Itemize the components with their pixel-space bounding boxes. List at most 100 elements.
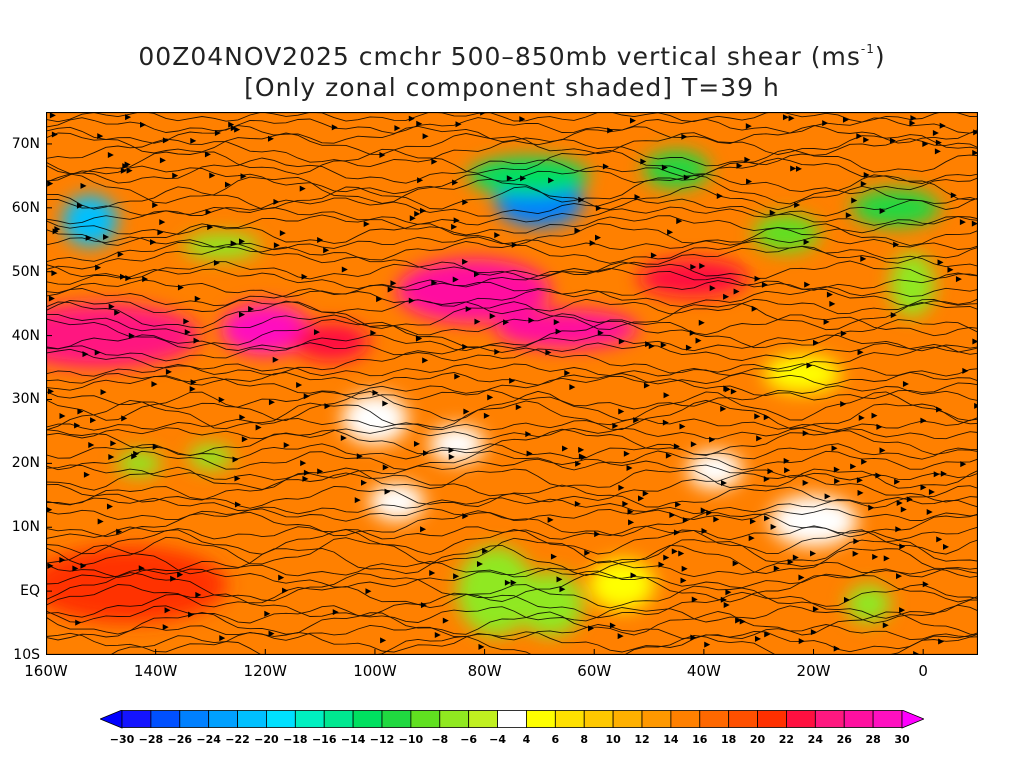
streamline <box>46 279 978 298</box>
flow-arrowhead <box>264 610 271 617</box>
flow-arrowhead <box>822 120 829 127</box>
flow-arrowhead <box>938 638 945 645</box>
flow-arrowhead <box>699 262 706 269</box>
colorbar-label: 4 <box>522 733 531 746</box>
colorbar-label: −28 <box>138 733 164 746</box>
flow-arrowhead <box>633 417 640 424</box>
colorbar-label: −12 <box>369 733 395 746</box>
flow-arrowhead <box>213 259 220 266</box>
flow-arrowhead <box>739 618 746 625</box>
flow-arrowhead <box>46 506 53 513</box>
flow-arrowhead <box>959 219 966 226</box>
flow-arrowhead <box>682 517 689 524</box>
lat-label: 10N <box>11 519 40 536</box>
streamline <box>46 124 978 144</box>
colorbar-label: 22 <box>778 733 795 746</box>
flow-arrowhead <box>667 229 674 236</box>
flow-arrowhead <box>626 464 633 471</box>
flow-arrowhead <box>238 238 245 245</box>
flow-arrowhead <box>413 440 420 447</box>
streamline <box>46 173 978 205</box>
flow-arrowhead <box>720 480 727 487</box>
flow-arrowhead <box>663 554 670 561</box>
flow-arrowhead <box>685 344 692 351</box>
flow-arrowhead <box>883 555 890 562</box>
colorbar-label: −18 <box>283 733 308 746</box>
flow-arrowhead <box>640 158 647 165</box>
flow-arrowhead <box>462 513 469 520</box>
streamline <box>46 300 978 331</box>
flow-arrowhead <box>871 412 878 419</box>
flow-arrowhead <box>193 337 200 344</box>
colorbar-swatch <box>497 710 527 728</box>
flow-arrowhead <box>548 177 555 184</box>
flow-arrowhead <box>852 550 859 557</box>
flow-arrowhead <box>59 557 66 564</box>
flow-arrowhead <box>545 349 552 356</box>
shear-shading-region <box>764 354 841 394</box>
flow-arrowhead <box>278 574 285 581</box>
flow-arrowhead <box>899 607 906 614</box>
flow-arrowhead <box>872 553 879 560</box>
flow-arrowhead <box>748 535 755 542</box>
shear-shading-region <box>846 584 891 624</box>
flow-arrowhead <box>638 495 645 502</box>
colorbar-swatch <box>323 710 354 728</box>
streamline <box>46 484 978 509</box>
shear-shading-region <box>429 425 485 464</box>
flow-arrowhead <box>788 115 795 122</box>
lat-label: 10S <box>13 647 40 663</box>
colorbar-swatch <box>843 710 874 728</box>
streamline <box>46 417 978 431</box>
flow-arrowhead <box>675 501 682 508</box>
flow-arrowhead <box>120 167 127 174</box>
flow-arrowhead <box>296 381 303 388</box>
flow-arrowhead <box>648 343 655 350</box>
streamline <box>46 584 978 609</box>
flow-arrowhead <box>452 179 459 186</box>
flow-arrowhead <box>660 342 667 349</box>
flow-arrowhead <box>299 185 306 192</box>
flow-arrowhead <box>764 631 771 638</box>
flow-arrowhead <box>936 536 943 543</box>
flow-arrowhead <box>910 115 917 122</box>
flow-arrowhead <box>704 641 711 648</box>
flow-arrowhead <box>627 508 634 515</box>
flow-arrowhead <box>184 329 191 336</box>
flow-arrowhead <box>661 164 668 171</box>
flow-arrowhead <box>754 635 761 642</box>
flow-arrowhead <box>594 531 601 538</box>
flow-arrowhead <box>681 133 688 140</box>
flow-arrowhead <box>555 328 562 335</box>
streamline <box>46 363 978 377</box>
flow-arrowhead <box>617 633 624 640</box>
flow-arrowhead <box>354 497 361 504</box>
flow-arrowhead <box>754 275 761 282</box>
flow-arrowhead <box>423 450 430 457</box>
flow-arrowhead <box>183 318 190 325</box>
flow-arrowhead <box>448 453 455 460</box>
streamline <box>46 165 978 195</box>
flow-arrowhead <box>950 192 957 199</box>
flow-arrowhead <box>51 131 58 138</box>
colorbar-label: −22 <box>225 733 250 746</box>
colorbar <box>100 710 924 729</box>
flow-arrowhead <box>833 645 840 652</box>
flow-arrowhead <box>476 561 483 568</box>
flow-arrowhead <box>645 341 652 348</box>
flow-arrowhead <box>826 291 833 298</box>
flow-arrowhead <box>239 414 246 421</box>
flow-arrowhead <box>679 423 686 430</box>
colorbar-label: 26 <box>836 733 852 746</box>
flow-arrowhead <box>317 236 324 243</box>
flow-arrowhead <box>763 475 770 482</box>
flow-arrowhead <box>48 295 55 302</box>
flow-arrowhead <box>618 338 625 345</box>
streamline <box>46 236 978 251</box>
lon-label: 0 <box>918 662 928 680</box>
streamline <box>46 185 978 211</box>
flow-arrowhead <box>939 122 946 129</box>
flow-arrowhead <box>972 149 978 156</box>
streamline <box>46 318 978 349</box>
flow-arrowhead <box>547 516 554 523</box>
